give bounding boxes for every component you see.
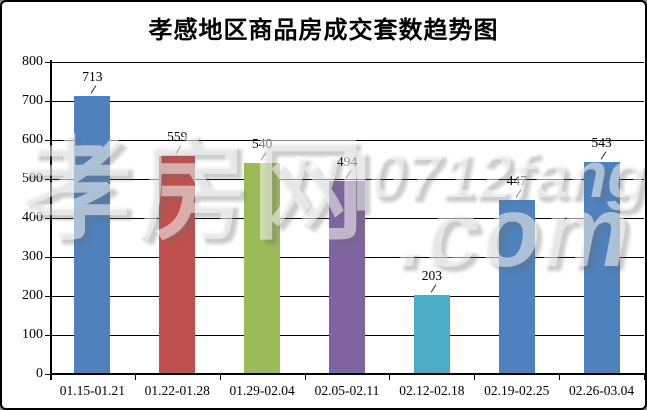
y-axis-tick — [45, 373, 50, 375]
gridline — [50, 100, 644, 102]
y-axis-tick — [45, 139, 50, 141]
x-axis-tick — [219, 375, 221, 380]
bar-value-label: 494 — [336, 154, 358, 170]
gridline — [50, 178, 644, 180]
y-axis-label: 800 — [22, 54, 43, 69]
bar-value-label: 203 — [421, 267, 442, 283]
bar-value-label: 559 — [167, 128, 188, 144]
y-axis-label: 0 — [36, 366, 43, 381]
bar — [74, 95, 111, 374]
leader-line — [91, 85, 97, 94]
bar — [159, 155, 196, 374]
x-axis-label: 01.15-01.21 — [59, 383, 126, 398]
y-axis-label: 200 — [22, 288, 43, 303]
x-axis-tick — [389, 375, 391, 380]
bar-value-label: 447 — [506, 172, 527, 188]
x-axis-label: 02.05-02.11 — [314, 383, 380, 398]
chart-title: 孝感地区商品房成交套数趋势图 — [148, 17, 499, 44]
bar-value-label: 540 — [252, 136, 273, 152]
y-axis-tick — [45, 178, 50, 180]
x-axis-tick — [134, 375, 136, 380]
leader-line — [515, 189, 522, 198]
x-axis-tick — [474, 375, 476, 380]
bar-value-label: 543 — [591, 135, 612, 151]
bar — [583, 162, 620, 374]
x-axis-label: 01.29-02.04 — [229, 383, 295, 398]
x-axis-line — [50, 373, 645, 375]
y-axis-tick — [45, 295, 50, 297]
leader-line — [430, 284, 437, 293]
y-axis-tick — [45, 61, 50, 63]
x-axis-label: 02.26-03.04 — [568, 383, 635, 398]
x-axis-label: 01.22-01.28 — [144, 383, 210, 398]
y-axis-label: 600 — [22, 132, 43, 147]
y-axis-label: 700 — [22, 93, 43, 108]
y-axis-label: 300 — [22, 249, 43, 264]
y-axis-tick — [45, 256, 50, 258]
y-axis-label: 400 — [22, 210, 43, 225]
leader-line — [260, 152, 267, 161]
bar — [329, 181, 365, 374]
bar — [498, 199, 535, 374]
x-axis-tick — [304, 375, 306, 380]
y-axis-tick — [45, 334, 50, 336]
gridline — [50, 139, 644, 141]
x-axis-label: 02.12-02.18 — [399, 383, 465, 398]
x-axis-label: 02.19-02.25 — [484, 383, 550, 398]
y-axis-tick — [45, 100, 50, 102]
x-axis-tick — [559, 375, 561, 380]
y-axis-label: 500 — [22, 171, 43, 186]
leader-line — [600, 151, 606, 160]
bar — [244, 163, 281, 374]
x-axis-tick — [644, 375, 645, 380]
gridline — [50, 61, 644, 63]
bar-value-label: 713 — [82, 68, 103, 84]
leader-line — [175, 145, 182, 154]
y-axis-line — [50, 60, 52, 380]
y-axis-label: 100 — [22, 327, 43, 342]
y-axis-tick — [45, 217, 50, 219]
bar — [413, 294, 450, 374]
